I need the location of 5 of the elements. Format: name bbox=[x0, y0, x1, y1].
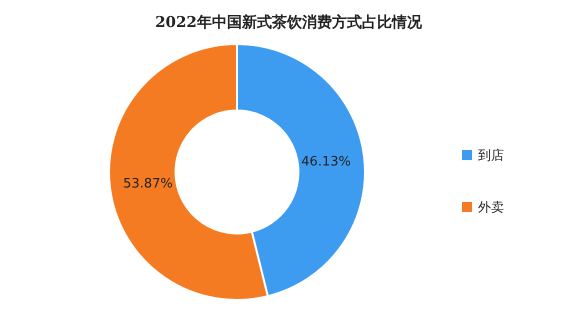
chart-title: 2022年中国新式茶饮消费方式占比情况 bbox=[155, 13, 423, 31]
legend-label: 到店 bbox=[478, 148, 504, 164]
legend-label: 外卖 bbox=[478, 200, 504, 216]
data-label: 53.87% bbox=[123, 176, 173, 192]
data-label: 46.13% bbox=[301, 154, 351, 170]
